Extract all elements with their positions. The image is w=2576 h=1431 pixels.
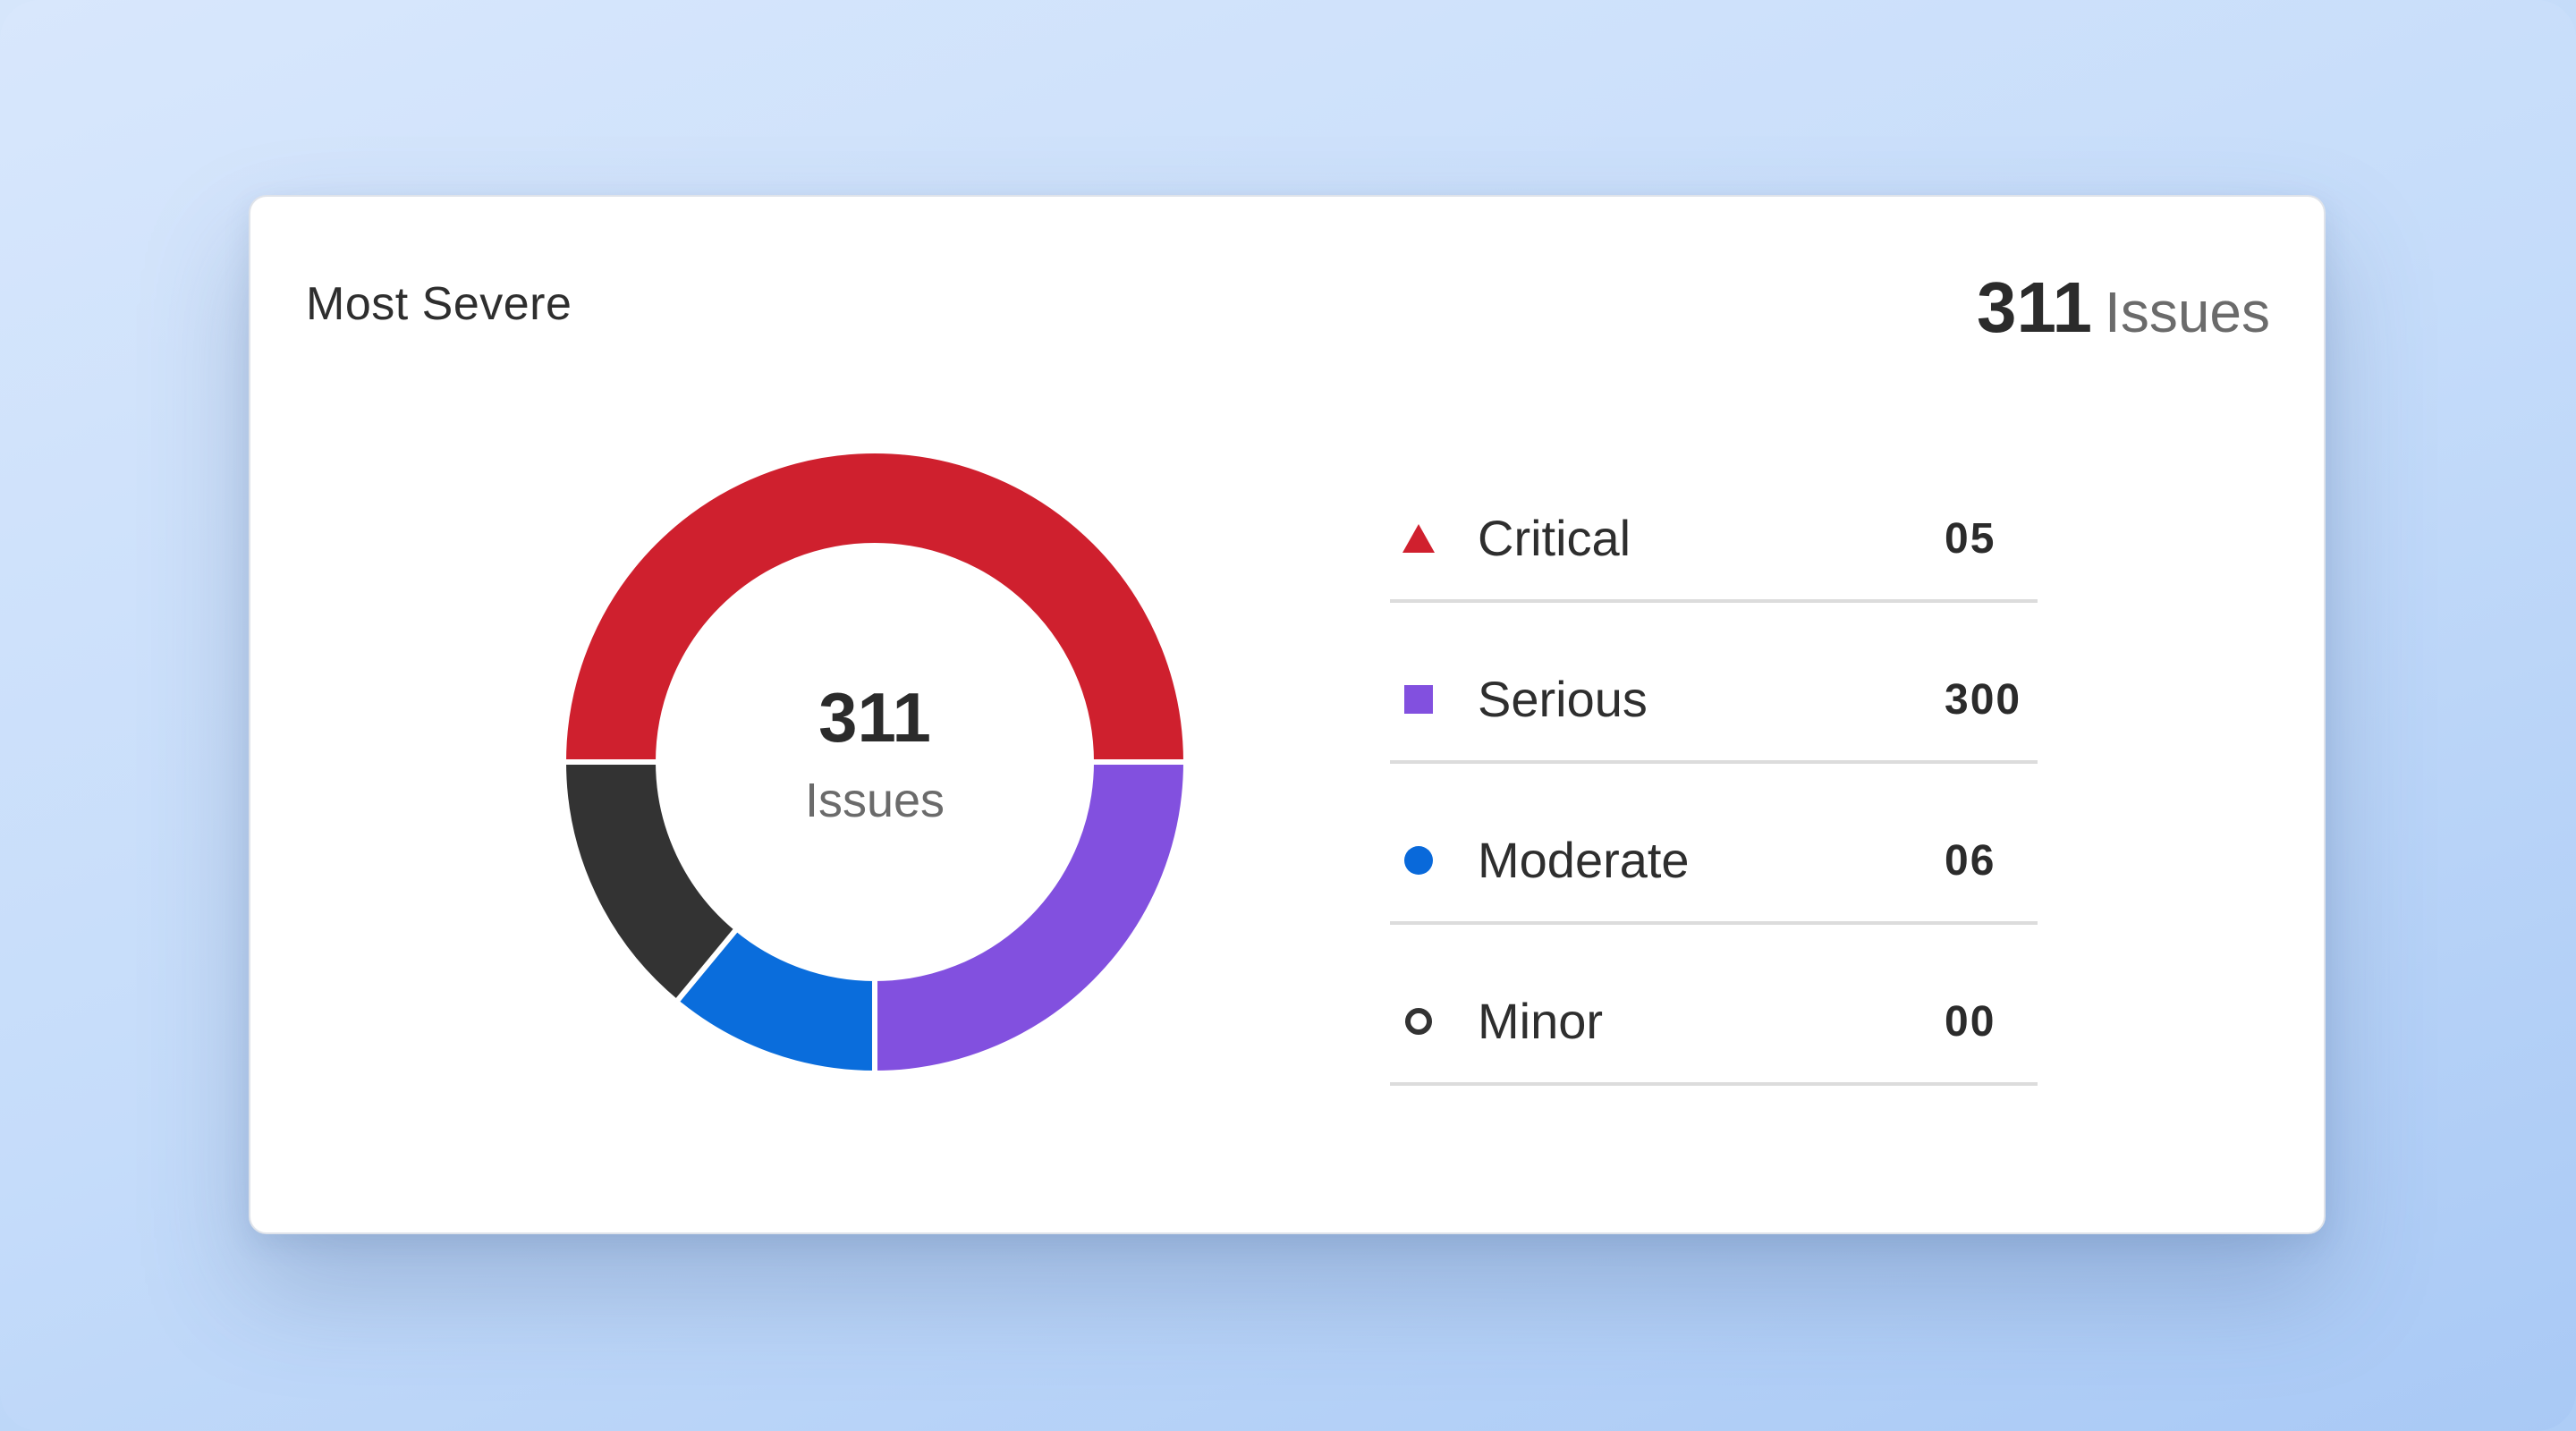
dot-icon [1404, 846, 1433, 875]
legend-row-critical[interactable]: Critical 05 [1390, 456, 2038, 603]
severity-card: Most Severe 311 Issues 311 Issues Critica… [249, 195, 2326, 1234]
donut-center-number: 311 [818, 678, 931, 757]
donut-segment-minor[interactable] [560, 759, 741, 1006]
donut-chart-svg [560, 448, 1190, 1077]
total-issues: 311 Issues [1977, 267, 2270, 349]
triangle-icon [1402, 524, 1435, 553]
total-issues-label: Issues [2105, 280, 2270, 344]
total-issues-number: 311 [1976, 267, 2093, 347]
legend-value-minor: 00 [1945, 998, 1996, 1046]
legend-value-moderate: 06 [1945, 837, 1996, 885]
legend-label-critical: Critical [1478, 510, 1631, 566]
legend-value-serious: 300 [1945, 676, 2022, 724]
legend-value-critical: 05 [1945, 515, 1996, 563]
legend-label-minor: Minor [1478, 993, 1604, 1049]
donut-chart: 311 Issues [535, 422, 1215, 1102]
legend-row-serious[interactable]: Serious 300 [1390, 605, 2038, 764]
donut-segment-critical[interactable] [560, 448, 1190, 765]
ring-icon [1405, 1008, 1432, 1035]
legend-label-moderate: Moderate [1478, 832, 1690, 888]
square-icon [1404, 685, 1433, 714]
legend-row-minor[interactable]: Minor 00 [1390, 927, 2038, 1086]
severity-legend: Critical 05 Serious 300 Moderate 06 [1390, 456, 2038, 1088]
donut-segment-serious[interactable] [872, 759, 1190, 1077]
legend-row-moderate[interactable]: Moderate 06 [1390, 766, 2038, 925]
legend-label-serious: Serious [1478, 671, 1648, 727]
card-title: Most Severe [306, 278, 572, 330]
donut-center-label: Issues [804, 774, 945, 827]
